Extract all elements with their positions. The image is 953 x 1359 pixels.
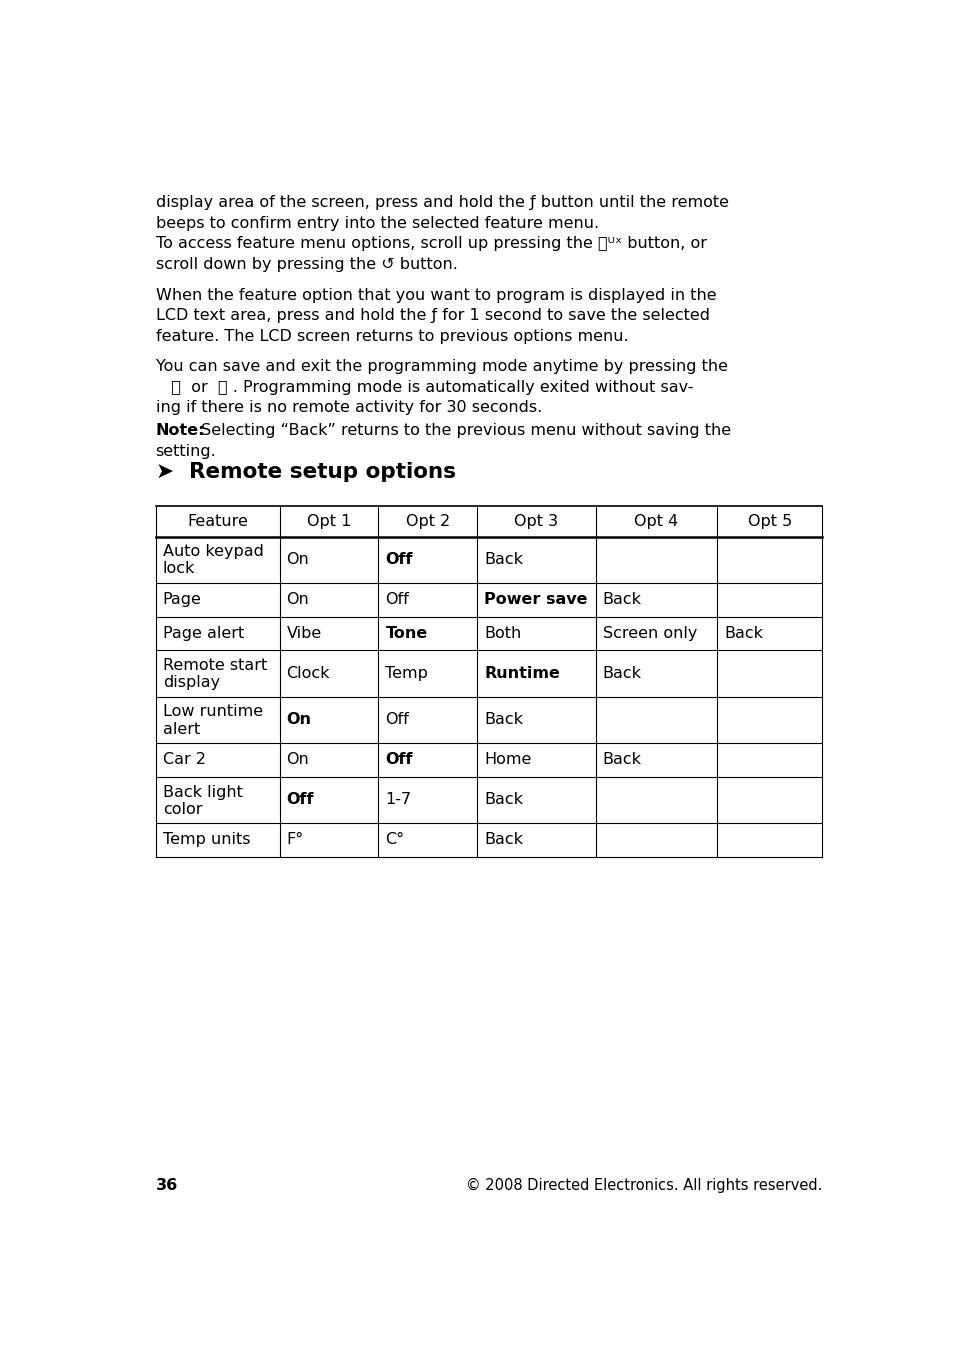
Text: display: display — [162, 675, 219, 690]
Text: Back: Back — [484, 833, 522, 848]
Text: ➤  Remote setup options: ➤ Remote setup options — [155, 462, 456, 482]
Text: setting.: setting. — [155, 444, 216, 459]
Text: lock: lock — [162, 561, 194, 576]
Text: Back: Back — [602, 593, 641, 607]
Text: Off: Off — [385, 593, 409, 607]
Text: scroll down by pressing the ↺ button.: scroll down by pressing the ↺ button. — [155, 257, 457, 272]
Text: On: On — [286, 753, 309, 768]
Text: Runtime: Runtime — [484, 666, 559, 681]
Text: Auto keypad: Auto keypad — [162, 544, 263, 560]
Text: Back light: Back light — [162, 784, 242, 799]
Text: Back: Back — [723, 626, 762, 641]
Text: feature. The LCD screen returns to previous options menu.: feature. The LCD screen returns to previ… — [155, 329, 628, 344]
Text: color: color — [162, 802, 202, 817]
Text: Temp: Temp — [385, 666, 428, 681]
Text: Note:: Note: — [155, 424, 205, 439]
Text: Clock: Clock — [286, 666, 330, 681]
Text: 1-7: 1-7 — [385, 792, 411, 807]
Text: Back: Back — [484, 792, 522, 807]
Text: Off: Off — [286, 792, 314, 807]
Text: Opt 1: Opt 1 — [307, 514, 351, 529]
Text: C°: C° — [385, 833, 404, 848]
Text: On: On — [286, 712, 312, 727]
Text: On: On — [286, 552, 309, 567]
Text: Page alert: Page alert — [162, 626, 244, 641]
Text: When the feature option that you want to program is displayed in the: When the feature option that you want to… — [155, 288, 716, 303]
Text: Back: Back — [484, 712, 522, 727]
Text: Remote start: Remote start — [162, 658, 267, 673]
Text: Vibe: Vibe — [286, 626, 321, 641]
Text: Off: Off — [385, 712, 409, 727]
Text: Tone: Tone — [385, 626, 427, 641]
Text: Opt 3: Opt 3 — [514, 514, 558, 529]
Text: On: On — [286, 593, 309, 607]
Text: Both: Both — [484, 626, 521, 641]
Text: ing if there is no remote activity for 30 seconds.: ing if there is no remote activity for 3… — [155, 401, 541, 416]
Text: F°: F° — [286, 833, 304, 848]
Text: Feature: Feature — [187, 514, 248, 529]
Text: 36: 36 — [155, 1178, 178, 1193]
Text: display area of the screen, press and hold the ƒ button until the remote: display area of the screen, press and ho… — [155, 196, 728, 211]
Text: Home: Home — [484, 753, 531, 768]
Text: Back: Back — [484, 552, 522, 567]
Text: Back: Back — [602, 666, 641, 681]
Text: Opt 5: Opt 5 — [747, 514, 791, 529]
Text: Car 2: Car 2 — [162, 753, 206, 768]
Text: Selecting “Back” returns to the previous menu without saving the: Selecting “Back” returns to the previous… — [195, 424, 730, 439]
Text: Low runtime: Low runtime — [162, 704, 262, 719]
Text: alert: alert — [162, 722, 200, 737]
Text: Power save: Power save — [484, 593, 587, 607]
Text: Back: Back — [602, 753, 641, 768]
Text: Opt 4: Opt 4 — [634, 514, 678, 529]
Text: Temp units: Temp units — [162, 833, 250, 848]
Text: Off: Off — [385, 552, 413, 567]
Text: To access feature menu options, scroll up pressing the Ⓐᵁˣ button, or: To access feature menu options, scroll u… — [155, 236, 706, 251]
Text: beeps to confirm entry into the selected feature menu.: beeps to confirm entry into the selected… — [155, 216, 598, 231]
Text: © 2008 Directed Electronics. All rights reserved.: © 2008 Directed Electronics. All rights … — [465, 1178, 821, 1193]
Text: Opt 2: Opt 2 — [405, 514, 450, 529]
Text: Off: Off — [385, 753, 413, 768]
Text: Page: Page — [162, 593, 201, 607]
Text: LCD text area, press and hold the ƒ for 1 second to save the selected: LCD text area, press and hold the ƒ for … — [155, 308, 709, 323]
Text: Screen only: Screen only — [602, 626, 697, 641]
Text: 🔒  or  🔓 . Programming mode is automatically exited without sav-: 🔒 or 🔓 . Programming mode is automatical… — [155, 379, 693, 395]
Text: You can save and exit the programming mode anytime by pressing the: You can save and exit the programming mo… — [155, 359, 727, 375]
